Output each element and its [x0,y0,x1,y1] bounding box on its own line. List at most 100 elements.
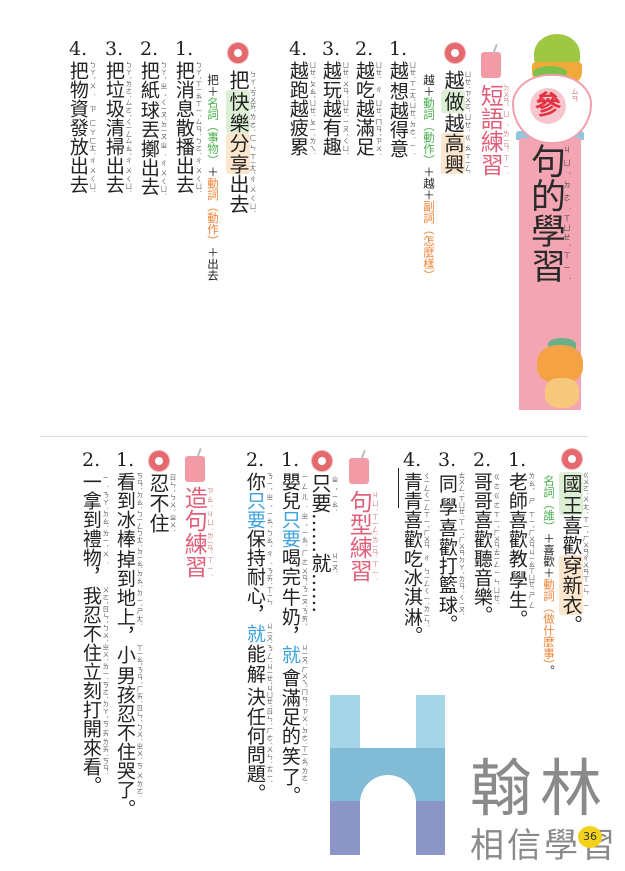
text-segment: …… [308,513,332,553]
list-item: 把ㄅㄚˇ垃 ㄌㄜˋ圾 ㄙㄜˋ清 ㄑㄧㄥ掃 ㄙㄠˇ出 ㄔㄨ去 ㄑㄩˋ [102,61,132,194]
list-item: 越ㄩㄝˋ玩 ㄨㄢˊ越 ㄩㄝˋ有 ㄧㄡˇ趣 ㄑㄩˋ [319,61,349,156]
text-segment: 句ㄐㄩˋ的ㄉㄜ˙學ㄒㄩㄝˊ習ㄒㄧˊ [525,143,571,283]
pattern-formula: 把＋名詞（事物）＋動詞（動作）＋出去 [205,74,221,281]
text-segment: 你ㄋㄧˇ [243,472,273,491]
list-item: 青ㄑㄧㄥ青 ㄑㄧㄥ喜 ㄒㄧˇ歡 ㄏㄨㄢ吃 ㄔ冰 ㄅㄧㄥ淇 ㄑㄧˊ淋 ㄌㄧㄣˊ。 [400,472,430,645]
list-item: 老ㄌㄠˇ師 ㄕ喜 ㄒㄧˇ歡 ㄏㄨㄢ教 ㄐㄧㄠ學 ㄒㄩㄝˊ生 ㄕㄥ。 [505,472,535,628]
text-segment: 出ㄔㄨ去ㄑㄩˋ [226,174,256,215]
text-segment: …… [308,573,332,613]
text-segment: 名詞 [206,97,220,120]
item-number: 1. [281,449,300,471]
text-segment: 國ㄍㄨㄛˊ王ㄨㄤˊ [559,472,589,515]
text-cursor [398,468,399,508]
item-number: 1. [175,38,194,60]
list-item: 把ㄅㄚˇ消 ㄒㄧㄠ息 ㄒㄧˊ散 ㄙㄢˋ播 ㄅㄛˋ出 ㄔㄨ去 ㄑㄩˋ [172,61,202,194]
donut-icon [445,43,465,63]
text-segment: （動作） [206,200,220,247]
donut-icon [562,449,582,469]
text-segment: 句ㄐㄩˋ型 ㄒㄧㄥˊ練 ㄌㄧㄢˋ習 ㄒㄧˊ [345,490,379,582]
fox-body-icon [545,378,579,408]
item-number: 1. [116,449,135,471]
text-segment: 只ㄓˇ要ㄧㄠˋ [243,491,273,529]
text-segment: （怎麼樣） [422,223,436,282]
list-item: 把ㄅㄚˇ物 ㄨˋ資 ㄗ發 ㄈㄚ放 ㄈㄤˋ出 ㄔㄨ去 ㄑㄩˋ [66,61,96,194]
text-segment: 老ㄌㄠˇ師 ㄕ喜 ㄒㄧˇ歡 ㄏㄨㄢ教 ㄐㄧㄠ學 ㄒㄩㄝˊ生 ㄕㄥ。 [505,472,535,629]
text-segment: 動詞 [542,578,556,602]
pattern-example: 越ㄩㄝˋ做ㄗㄨㄛˋ越ㄩㄝˋ高ㄍㄠ興ㄒㄧㄥˋ [441,70,471,174]
pattern-formula: 名詞（誰）＋喜歡＋動詞（做什麼事）。 [541,475,557,676]
pattern-example: 把ㄅㄚˇ快ㄎㄨㄞˋ樂ㄌㄜˋ分ㄈㄣ享ㄒㄧㄤˇ出ㄔㄨ去ㄑㄩˋ [226,70,256,214]
text-segment: 快ㄎㄨㄞˋ樂ㄌㄜˋ [226,90,256,133]
donut-icon [312,451,332,471]
juice-box-icon [185,456,205,482]
item-number: 1. [508,449,527,471]
text-segment: 把ㄅㄚˇ消 ㄒㄧㄠ息 ㄒㄧˊ散 ㄙㄢˋ播 ㄅㄛˋ出 ㄔㄨ去 ㄑㄩˋ [172,61,202,194]
text-segment: ＋越＋ [422,166,436,201]
section-badge: 參 [530,88,566,124]
item-number: 3. [322,38,341,60]
item-number: 4. [403,449,422,471]
list-item: 越ㄩㄝˋ想 ㄒㄧㄤˇ越 ㄩㄝˋ得 ㄉㄜˊ意 ㄧˋ [386,61,416,158]
text-segment: 保ㄅㄠˇ持 ㄔˊ耐 ㄋㄞˋ心 ㄒㄧㄣ， [243,529,273,624]
text-segment: 把ㄅㄚˇ物 ㄨˋ資 ㄗ發 ㄈㄚ放 ㄈㄤˋ出 ㄔㄨ去 ㄑㄩˋ [66,61,96,194]
text-segment: 喝ㄏㄜ完 ㄨㄢˊ牛 ㄋㄧㄡˊ奶 ㄋㄞˇ， [278,548,308,646]
item-number: 2. [473,449,492,471]
text-segment: 副詞 [422,200,436,224]
text-segment: 越ㄩㄝˋ [441,112,471,133]
text-segment: （動作） [422,120,436,166]
item-number: 1. [389,38,408,60]
list-item: 你ㄋㄧˇ只 ㄓˇ要 ㄧㄠˋ保 ㄅㄠˇ持 ㄔˊ耐 ㄋㄞˋ心 ㄒㄧㄣ，就 ㄐㄧㄡˋ能 ㄋㄥˊ解 ㄐㄧㄝ… [243,472,273,802]
text-segment: 高ㄍㄠ興ㄒㄧㄥˋ [441,132,471,175]
text-segment: 忍ㄖㄣˇ不ㄅㄨˋ住ㄓㄨˋ [146,473,176,533]
list-item: 哥ㄍㄜ哥 ㄍㄜ喜 ㄒㄧˇ歡 ㄏㄨㄢ聽 ㄊㄧㄥ音 ㄧㄣ樂 ㄩㄝˋ。 [470,472,500,625]
text-segment: 分ㄈㄣ享ㄒㄧㄤˇ [226,132,256,175]
item-number: 3. [438,449,457,471]
pattern-example: 國ㄍㄨㄛˊ王ㄨㄤˊ喜ㄒㄧˇ歡ㄏㄨㄢ穿ㄔㄨㄢ新ㄒㄧㄣ衣ㄧ。 [559,472,589,635]
list-item: 把ㄅㄚˇ紙 ㄓˇ球 ㄑㄧㄡˊ丟 ㄉㄧㄡ擲 ㄓˊ出 ㄔㄨ去 ㄑㄩˋ [137,61,167,196]
text-segment: 能ㄋㄥˊ解 ㄐㄧㄝˇ決 ㄐㄩㄝˊ任 ㄖㄣˋ何 ㄏㄜˊ問 ㄨㄣˋ題 ㄊㄧˊ。 [243,644,273,803]
text-segment: 越ㄩㄝˋ吃 ㄔ越 ㄩㄝˋ滿 ㄇㄢˇ足 ㄗㄨˊ [352,61,382,156]
text-segment: 做ㄗㄨㄛˋ [441,90,471,113]
text-segment: 穿ㄔㄨㄢ新ㄒㄧㄣ衣ㄧ [559,554,589,615]
item-number: 4. [289,38,308,60]
text-segment: 越ㄩㄝˋ玩 ㄨㄢˊ越 ㄩㄝˋ有 ㄧㄡˇ趣 ㄑㄩˋ [319,61,349,156]
page-title: 句ㄐㄩˋ的ㄉㄜ˙學ㄒㄩㄝˊ習ㄒㄧˊ [524,143,571,283]
text-segment: 。 [559,614,583,635]
text-segment: 名詞 [542,475,556,498]
text-segment: 把ㄅㄚˇ [226,70,256,90]
section-heading-sentence-making: 造ㄗㄠˋ句 ㄐㄩˋ練 ㄌㄧㄢˋ習 ㄒㄧˊ [180,486,213,578]
logo-brand: 翰林 [470,752,611,825]
text-segment: 就ㄐㄧㄡˋ [243,622,273,645]
text-segment: （做什麼事） [542,601,556,665]
text-segment: 短ㄉㄨㄢˇ語 ㄩˇ練 ㄌㄧㄢˋ習 ㄒㄧˊ [476,84,510,176]
text-segment: 越ㄩㄝˋ [441,70,471,90]
list-item: 越ㄩㄝˋ吃 ㄔ越 ㄩㄝˋ滿 ㄇㄢˇ足 ㄗㄨˊ [352,61,382,156]
text-segment: 青ㄑㄧㄥ青 ㄑㄧㄥ喜 ㄒㄧˇ歡 ㄏㄨㄢ吃 ㄔ冰 ㄅㄧㄥ淇 ㄑㄧˊ淋 ㄌㄧㄣˊ。 [400,472,430,645]
pattern-formula: 越＋動詞（動作）＋越＋副詞（怎麼樣） [421,74,437,281]
juice-box-icon [481,52,501,78]
pattern-example: 只ㄓˇ要ㄧㄠˋ……就ㄐㄧㄡˋ…… [308,473,338,613]
item-number: 4. [69,38,88,60]
text-segment: 看ㄎㄢˋ到 ㄉㄠˋ冰 ㄅㄧㄥ棒 ㄅㄤˋ掉 ㄉㄧㄠˋ到 ㄉㄠˋ地 ㄉㄧˋ上 ㄕㄤˋ，小 ㄒㄧㄠˇ男… [113,472,143,818]
text-segment: 同ㄊㄨㄥˊ學 ㄒㄩㄝˊ喜 ㄒㄧˇ歡 ㄏㄨㄢ打 ㄉㄚˇ籃 ㄌㄢˊ球 ㄑㄧㄡˊ。 [435,472,465,634]
list-item: 同ㄊㄨㄥˊ學 ㄒㄩㄝˊ喜 ㄒㄧˇ歡 ㄏㄨㄢ打 ㄉㄚˇ籃 ㄌㄢˊ球 ㄑㄧㄡˊ。 [435,472,465,633]
list-item: 看ㄎㄢˋ到 ㄉㄠˋ冰 ㄅㄧㄥ棒 ㄅㄤˋ掉 ㄉㄧㄠˋ到 ㄉㄠˋ地 ㄉㄧˋ上 ㄕㄤˋ，小 ㄒㄧㄠˇ男… [113,472,143,818]
text-segment: ＋喜歡＋ [542,532,556,579]
item-number: 3. [105,38,124,60]
juice-box-icon [349,458,369,484]
item-number: 2. [140,38,159,60]
item-number: 2. [355,38,374,60]
text-segment: 。 [542,664,556,677]
pattern-example: 忍ㄖㄣˇ不ㄅㄨˋ住ㄓㄨˋ [146,473,176,533]
text-segment: 就ㄐㄧㄡˋ [278,644,308,666]
list-item: 一ㄧˋ拿 ㄋㄚˊ到 ㄉㄠˋ禮 ㄌㄧˇ物 ㄨˋ，我 ㄨㄛˇ忍 ㄖㄣˇ不 ㄅㄨˋ住 ㄓㄨˋ立 ㄌㄧˋ刻… [79,472,109,795]
donut-icon [228,43,248,63]
text-segment: 哥ㄍㄜ哥 ㄍㄜ喜 ㄒㄧˇ歡 ㄏㄨㄢ聽 ㄊㄧㄥ音 ㄧㄣ樂 ㄩㄝˋ。 [470,472,500,625]
text-segment: ＋出去 [206,246,220,282]
text-segment: 把＋ [206,74,220,97]
list-item: 嬰ㄧㄥ兒 ㄦˊ只 ㄓˇ要 ㄧㄠˋ喝 ㄏㄜ完 ㄨㄢˊ牛 ㄋㄧㄡˊ奶 ㄋㄞˇ，就 ㄐㄧㄡˋ會 ㄏㄨㄟˋ… [278,472,308,805]
section-heading-sentence-pattern: 句ㄐㄩˋ型 ㄒㄧㄥˊ練 ㄌㄧㄢˋ習 ㄒㄧˊ [345,490,378,582]
item-number: 2. [246,449,265,471]
text-segment: 造ㄗㄠˋ句 ㄐㄩˋ練 ㄌㄧㄢˋ習 ㄒㄧˊ [180,486,214,578]
text-segment: ＋ [206,166,220,178]
